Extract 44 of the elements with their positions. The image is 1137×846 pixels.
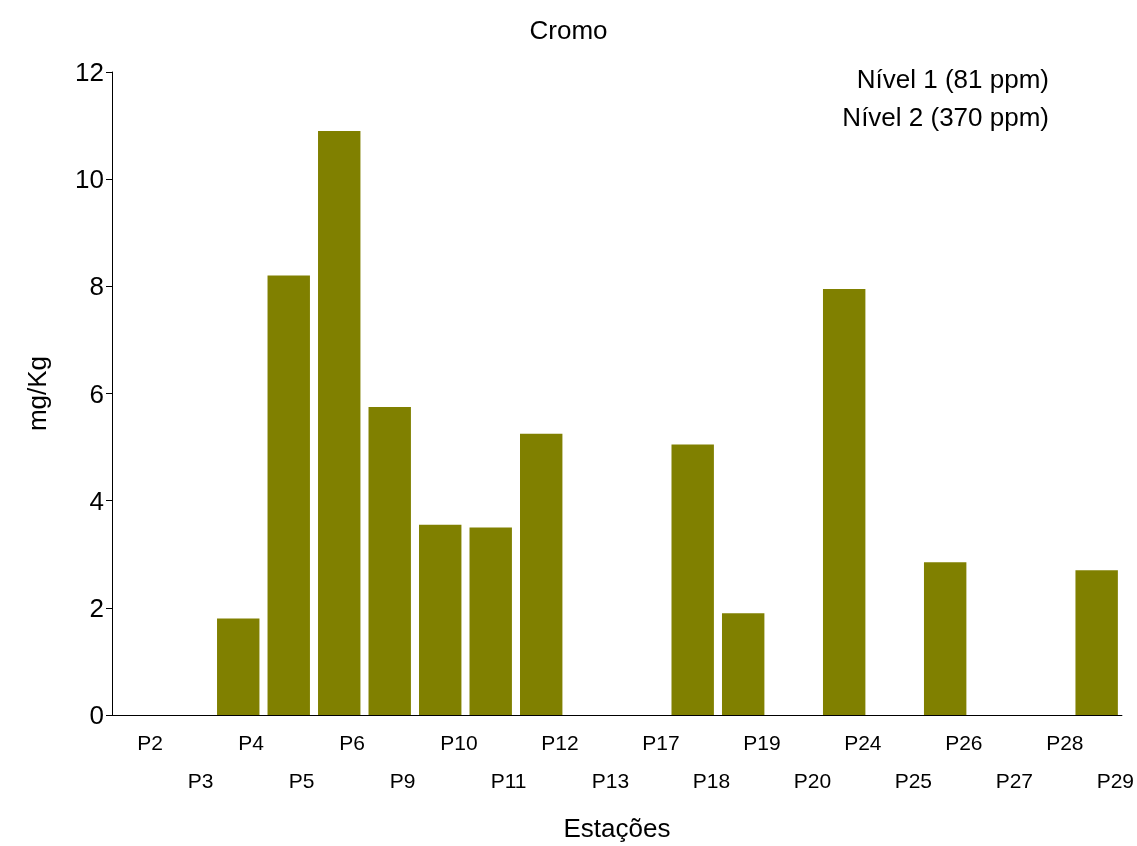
x-tick-label: P3 xyxy=(187,768,214,792)
x-tick-label: P4 xyxy=(238,730,265,754)
bar xyxy=(267,275,310,715)
y-tick-label: 10 xyxy=(75,164,104,195)
bar xyxy=(469,527,512,715)
x-tick-label: P18 xyxy=(692,768,731,792)
x-tick-label: P27 xyxy=(995,768,1034,792)
y-tick-label: 4 xyxy=(89,485,104,516)
x-tick-label: P11 xyxy=(490,768,527,792)
x-tick-label: P9 xyxy=(389,768,416,792)
bar xyxy=(520,433,563,715)
x-tick-label: P13 xyxy=(591,768,630,792)
x-tick-label: P29 xyxy=(1096,768,1135,792)
bar xyxy=(671,444,714,715)
y-tick-label: 12 xyxy=(75,57,104,87)
x-tick-label: P19 xyxy=(743,730,781,754)
bar xyxy=(923,562,967,715)
bar xyxy=(419,524,462,715)
y-tick-label: 2 xyxy=(89,592,104,623)
x-tick-label: P24 xyxy=(844,730,882,754)
bar xyxy=(318,130,361,715)
x-tick-label: P10 xyxy=(440,730,478,754)
x-tick-label: P6 xyxy=(339,730,365,754)
x-tick-label: P5 xyxy=(288,768,315,792)
x-axis-title: Estações xyxy=(563,813,671,843)
bar xyxy=(217,618,260,715)
x-tick-label: P20 xyxy=(793,768,832,792)
y-axis-title: mg/Kg xyxy=(22,355,52,432)
annotation: Nível 1 (81 ppm) xyxy=(856,64,1050,94)
bar xyxy=(822,289,866,715)
bar xyxy=(368,406,411,715)
x-tick-label: P17 xyxy=(642,730,680,754)
chart-title: Cromo xyxy=(529,15,608,45)
y-tick-label: 0 xyxy=(89,700,104,730)
y-tick-label: 6 xyxy=(89,378,104,409)
x-tick-label: P2 xyxy=(137,730,163,754)
y-tick-label: 8 xyxy=(89,271,104,302)
bar xyxy=(1075,570,1118,715)
annotation: Nível 2 (370 ppm) xyxy=(842,102,1050,132)
bar xyxy=(721,613,765,715)
x-tick-label: P25 xyxy=(894,768,933,792)
x-tick-label: P26 xyxy=(945,730,983,754)
x-tick-label: P28 xyxy=(1046,730,1084,754)
x-tick-label: P12 xyxy=(541,730,579,754)
